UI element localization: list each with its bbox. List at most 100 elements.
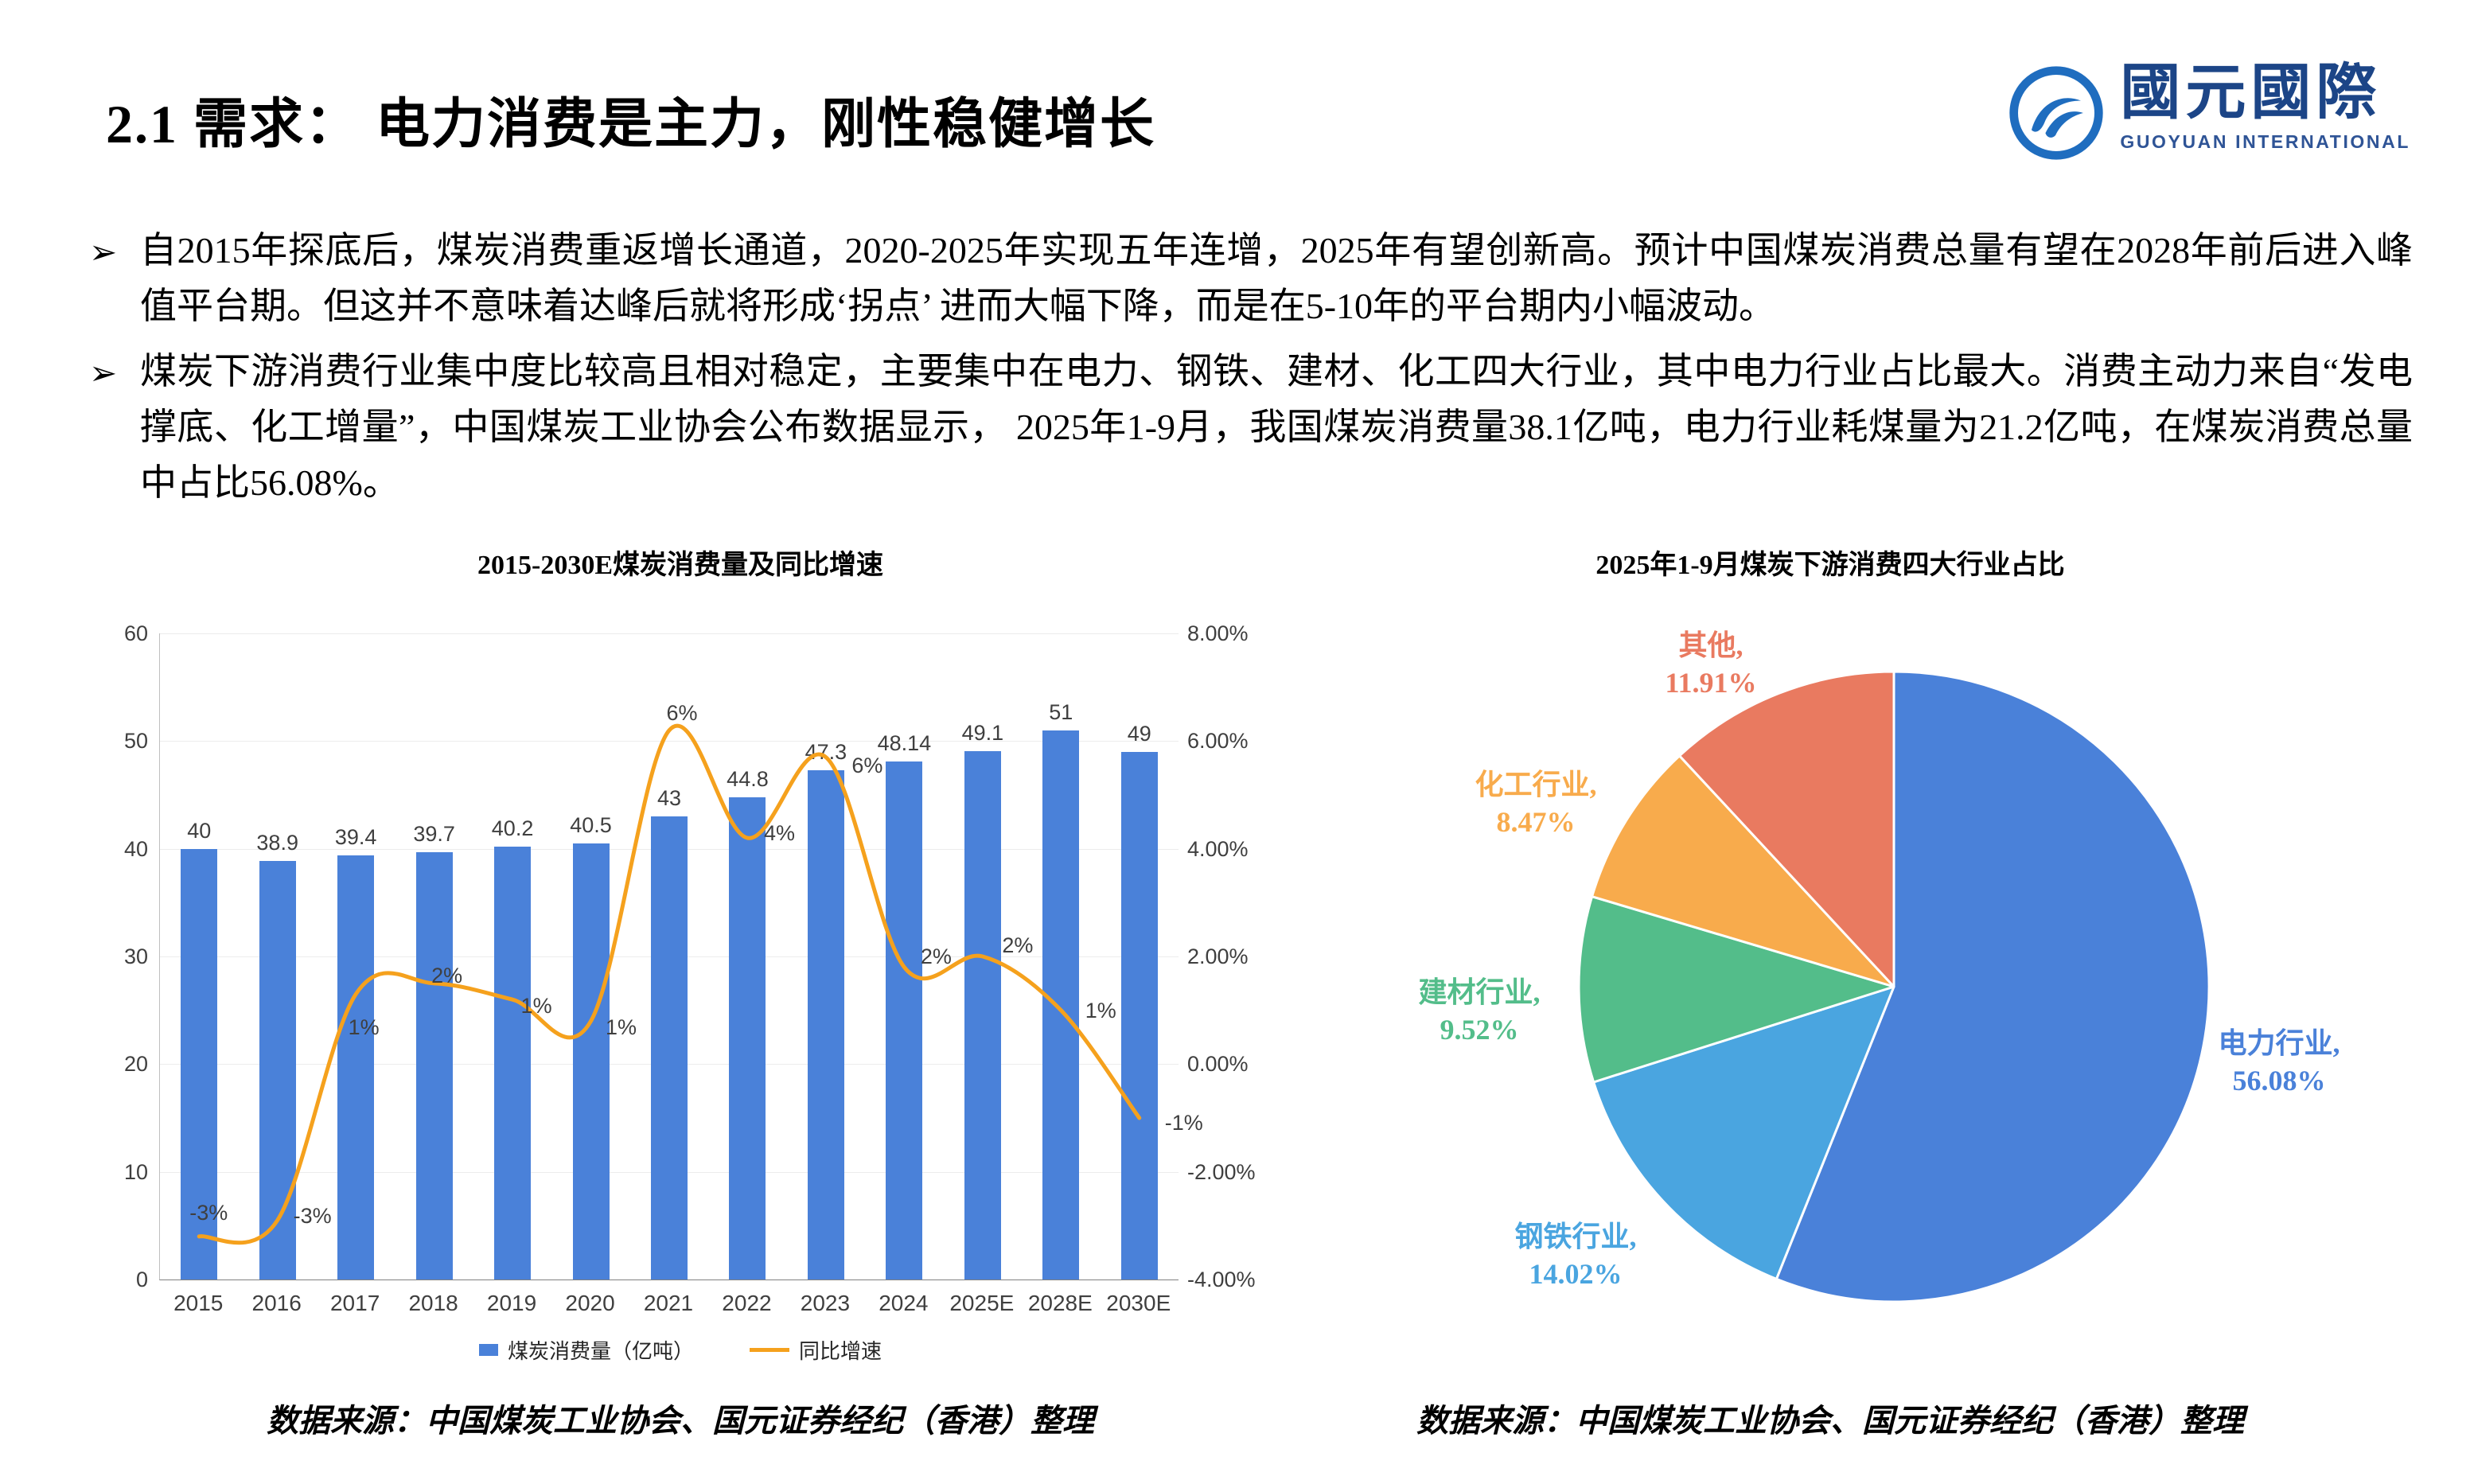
- bar-value-label: 48.14: [877, 730, 932, 755]
- x-axis-label: 2016: [251, 1291, 302, 1315]
- bar-value-label: 39.4: [334, 824, 377, 849]
- pie-chart-title: 2025年1-9月煤炭下游消费四大行业占比: [1595, 551, 2065, 580]
- pie-label-name: 钢铁行业,: [1514, 1221, 1637, 1252]
- x-axis-label: 2025E: [949, 1291, 1015, 1315]
- legend-item-growth: 同比增速: [750, 1335, 882, 1365]
- gridline: [160, 633, 1179, 634]
- x-axis-label: 2023: [800, 1291, 851, 1315]
- pie-slice: [1592, 985, 1895, 1280]
- y-axis-label-left: 10: [123, 1159, 148, 1184]
- bar-value-label: 38.9: [256, 830, 298, 855]
- line-value-label: 4%: [763, 821, 795, 846]
- bar: [181, 848, 218, 1280]
- bar-value-label: 49.1: [961, 720, 1004, 745]
- line-value-label: -3%: [293, 1203, 332, 1228]
- pie-slice-label: 钢铁行业, 14.02%: [1456, 1218, 1695, 1293]
- logo-icon: [2009, 66, 2103, 160]
- pie-chart: 2025年1-9月煤炭下游消费四大行业占比 电力行业, 56.08% 钢铁行业, 14…: [1289, 538, 2371, 1389]
- x-axis-label: 2018: [408, 1291, 458, 1315]
- y-axis-label-left: 60: [123, 621, 148, 645]
- plot-area: 40 38.9 39.4 39.7 40.2 40.5 43 44.8 47.3 48.14 49.…: [159, 633, 1203, 1280]
- pie-slice-label: 其他, 11.91%: [1592, 627, 1830, 702]
- bar-value-label: 51: [1049, 699, 1073, 724]
- line-value-label: 1%: [348, 1015, 380, 1040]
- bar-series-swatch: [478, 1344, 498, 1356]
- bar: [415, 851, 453, 1280]
- bar: [651, 816, 688, 1280]
- bar: [886, 761, 923, 1280]
- line-value-label: 2%: [1002, 933, 1034, 957]
- bullet-list: ➢ 自2015年探底后，煤炭消费重返增长通道，2020-2025年实现五年连增，…: [89, 223, 2413, 520]
- x-axis-label: 2017: [329, 1291, 380, 1315]
- pie-slice-label: 化工行业, 8.47%: [1416, 766, 1655, 841]
- y-axis-label-left: 50: [123, 729, 148, 754]
- x-axis-label: 2024: [879, 1291, 929, 1315]
- logo-cn-text: 國元國際: [2120, 60, 2382, 127]
- pie-slice-label: 电力行业, 56.08%: [2160, 1025, 2398, 1100]
- x-axis-label: 2030E: [1106, 1291, 1171, 1315]
- legend-label-growth: 同比增速: [799, 1339, 882, 1363]
- y-axis-label-right: 4.00%: [1187, 836, 1249, 861]
- pie-label-name: 化工行业,: [1475, 769, 1597, 800]
- y-axis-label-right: 6.00%: [1187, 729, 1249, 754]
- bar-value-label: 40.5: [570, 812, 612, 837]
- pie-slice: [1775, 670, 2211, 1303]
- y-axis-label-left: 40: [123, 836, 148, 861]
- page-title: 2.1 需求： 电力消费是主力，刚性稳健增长: [106, 94, 1156, 154]
- bar: [259, 860, 296, 1280]
- y-axis-label-right: 8.00%: [1187, 621, 1249, 645]
- pie-slice: [1678, 670, 1895, 988]
- x-axis-label: 2015: [173, 1291, 224, 1315]
- y-axis-label-left: 30: [123, 945, 148, 968]
- pie-label-percent: 9.52%: [1440, 1013, 1519, 1046]
- y-axis-label-right: 2.00%: [1187, 945, 1249, 968]
- legend-item-consumption: 煤炭消费量（亿吨）: [478, 1335, 694, 1365]
- bar: [572, 843, 610, 1280]
- y-axis-label-right: 0.00%: [1187, 1052, 1249, 1077]
- line-series-swatch: [750, 1348, 789, 1352]
- pie-label-percent: 14.02%: [1529, 1257, 1623, 1290]
- bullet-arrow-icon: ➢: [89, 233, 118, 271]
- pie-label-name: 其他,: [1678, 629, 1743, 661]
- y-axis-label-left: 0: [135, 1268, 148, 1291]
- y-axis-label-right: -2.00%: [1187, 1159, 1256, 1184]
- line-value-label: -3%: [189, 1200, 228, 1225]
- pie-label-percent: 56.08%: [2232, 1064, 2326, 1096]
- bar-value-label: 39.7: [413, 821, 455, 846]
- bar: [494, 846, 532, 1280]
- gridline: [160, 741, 1179, 742]
- bar: [1042, 730, 1080, 1280]
- line-value-label: 1%: [606, 1015, 637, 1040]
- pie-label-percent: 8.47%: [1496, 805, 1576, 838]
- bar-line-chart: 2015-2030E煤炭消费量及同比增速 40 38.9 39.4 39.7 40.2 4…: [103, 538, 1257, 1389]
- pie-slice: [1591, 754, 1895, 988]
- pie-label-name: 电力行业,: [2218, 1027, 2340, 1059]
- growth-line: [197, 723, 1142, 1245]
- bar-value-label: 40: [187, 818, 212, 843]
- bar-value-label: 49: [1127, 721, 1151, 746]
- line-value-label: 6%: [666, 700, 698, 725]
- x-axis-label: 2019: [486, 1291, 537, 1315]
- bar: [337, 855, 375, 1280]
- bar: [807, 769, 844, 1280]
- y-axis-label-right: -4.00%: [1187, 1268, 1256, 1291]
- bullet-text: 自2015年探底后，煤炭消费重返增长通道，2020-2025年实现五年连增，20…: [140, 230, 2413, 326]
- y-axis-label-left: 20: [123, 1052, 148, 1077]
- pie: [1577, 670, 2211, 1303]
- x-axis-label: 2022: [722, 1291, 772, 1315]
- bullet-text: 煤炭下游消费行业集中度比较高且相对稳定，主要集中在电力、钢铁、建材、化工四大行业…: [140, 350, 2413, 503]
- pie-label-percent: 11.91%: [1665, 666, 1757, 699]
- growth-line-layer: [197, 723, 1142, 1245]
- source-note-right: 数据来源：中国煤炭工业协会、国元证券经纪（香港）整理: [1416, 1403, 2244, 1439]
- bar: [1120, 751, 1158, 1280]
- line-value-label: 6%: [851, 753, 883, 777]
- line-value-label: 1%: [520, 994, 552, 1019]
- x-axis-label: 2021: [643, 1291, 694, 1315]
- pie-label-name: 建材行业,: [1418, 976, 1541, 1008]
- source-note-left: 数据来源：中国煤炭工业协会、国元证券经纪（香港）整理: [267, 1403, 1094, 1439]
- logo: 國元國際 GUOYUAN INTERNATIONAL: [2005, 60, 2410, 164]
- logo-text: 國元國際 GUOYUAN INTERNATIONAL: [2120, 60, 2410, 154]
- bullet-item: ➢ 煤炭下游消费行业集中度比较高且相对稳定，主要集中在电力、钢铁、建材、化工四大…: [89, 344, 2413, 511]
- bar-chart-title: 2015-2030E煤炭消费量及同比增速: [477, 551, 883, 580]
